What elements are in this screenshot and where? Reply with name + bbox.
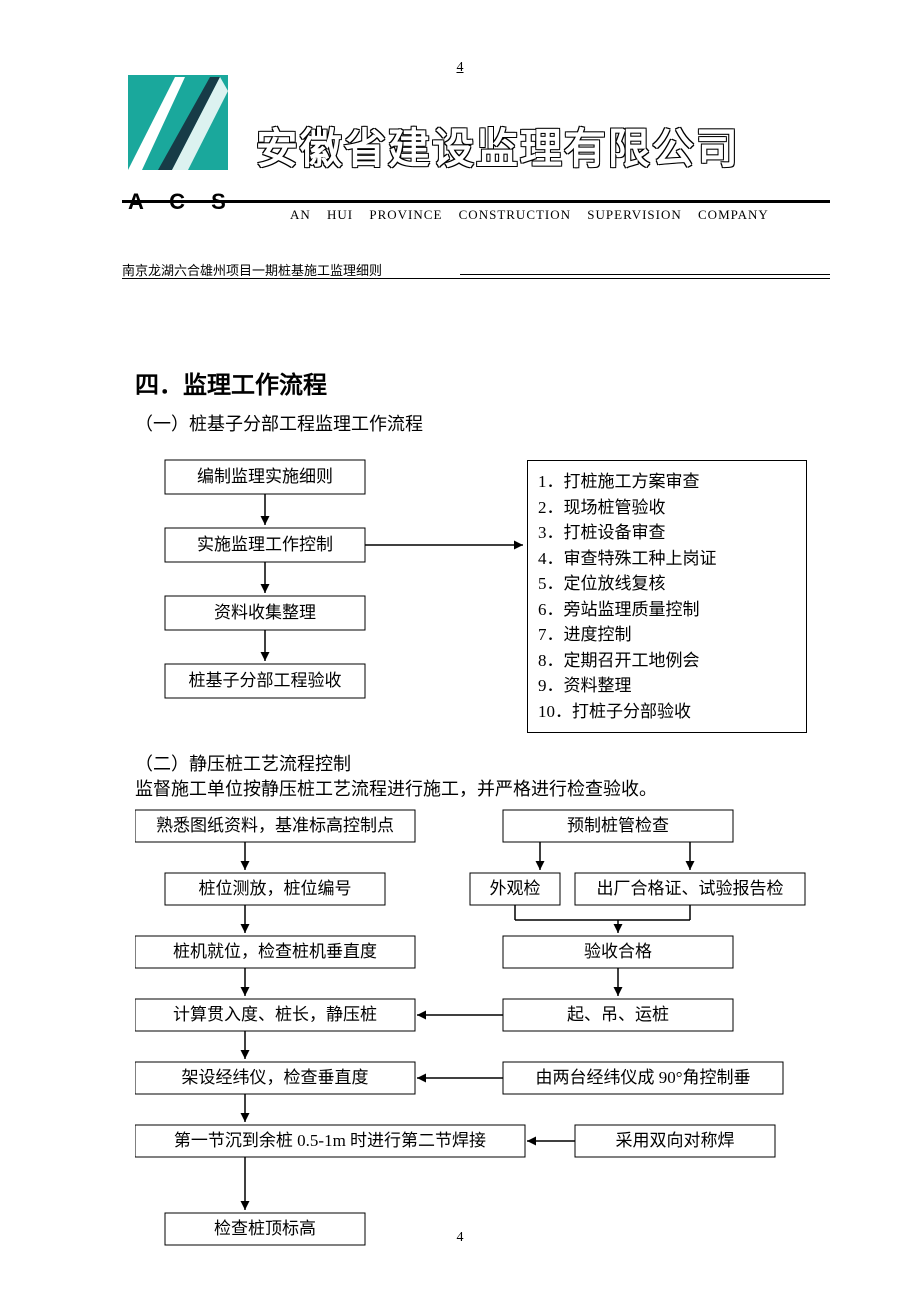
- logo-section: A C S 安徽省建设监理有限公司: [120, 75, 830, 215]
- fc2-r6: 采用双向对称焊: [616, 1131, 735, 1150]
- fc2-r1: 预制桩管检查: [567, 816, 669, 835]
- fc2-l4: 计算贯入度、桩长，静压桩: [173, 1005, 377, 1024]
- fc2-l3: 桩机就位，检查桩机垂直度: [173, 942, 377, 961]
- fc2-r4: 起、吊、运桩: [567, 1005, 669, 1024]
- list-item: 2．现场桩管验收: [538, 495, 796, 521]
- document-header: A C S 安徽省建设监理有限公司: [120, 75, 830, 215]
- list-item: 6．旁站监理质量控制: [538, 597, 796, 623]
- project-title: 南京龙湖六合雄州项目一期桩基施工监理细则: [122, 260, 830, 283]
- fc2-l5: 架设经纬仪，检查垂直度: [182, 1068, 369, 1087]
- page-number-bottom: 4: [457, 1230, 464, 1246]
- project-underline: [122, 278, 830, 279]
- acs-logo-icon: [120, 75, 230, 180]
- list-item: 5．定位放线复核: [538, 571, 796, 597]
- list-item: 8．定期召开工地例会: [538, 648, 796, 674]
- flowchart-2: 熟悉图纸资料，基准标高控制点 桩位测放，桩位编号 桩机就位，检查桩机垂直度 计算…: [135, 805, 815, 1285]
- list-item: 10．打桩子分部验收: [538, 699, 796, 725]
- fc2-r2a: 外观检: [490, 879, 541, 898]
- list-item: 7．进度控制: [538, 622, 796, 648]
- page-number-top: 4: [457, 60, 464, 76]
- header-divider: [122, 200, 830, 203]
- logo-container: A C S: [120, 75, 236, 215]
- fc1-box3: 资料收集整理: [214, 603, 316, 622]
- work-items-list: 1．打桩施工方案审查 2．现场桩管验收 3．打桩设备审查 4．审查特殊工种上岗证…: [527, 460, 807, 733]
- subsection-1-title: （一）桩基子分部工程监理工作流程: [135, 410, 423, 436]
- flowchart-1: 编制监理实施细则 实施监理工作控制 资料收集整理 桩基子分部工程验收: [135, 455, 535, 745]
- company-name-cn: 安徽省建设监理有限公司: [256, 115, 740, 176]
- fc2-r2b: 出厂合格证、试验报告检: [597, 879, 784, 898]
- list-item: 3．打桩设备审查: [538, 520, 796, 546]
- fc1-box1: 编制监理实施细则: [197, 467, 333, 486]
- subsection-2-desc: 监督施工单位按静压桩工艺流程进行施工，并严格进行检查验收。: [135, 775, 657, 801]
- list-item: 4．审查特殊工种上岗证: [538, 546, 796, 572]
- fc2-r5: 由两台经纬仪成 90°角控制垂: [535, 1068, 750, 1087]
- section-title: 四．监理工作流程: [135, 365, 327, 400]
- company-name-en: AN HUI PROVINCE CONSTRUCTION SUPERVISION…: [290, 207, 769, 223]
- list-item: 9．资料整理: [538, 673, 796, 699]
- fc2-l2: 桩位测放，桩位编号: [199, 879, 352, 898]
- fc1-box2: 实施监理工作控制: [197, 535, 333, 554]
- fc2-r3: 验收合格: [584, 942, 652, 961]
- subsection-2-title: （二）静压桩工艺流程控制: [135, 750, 351, 776]
- list-item: 1．打桩施工方案审查: [538, 469, 796, 495]
- fc2-l7: 检查桩顶标高: [214, 1219, 316, 1238]
- fc2-l1: 熟悉图纸资料，基准标高控制点: [156, 815, 394, 835]
- fc2-l6: 第一节沉到余桩 0.5-1m 时进行第二节焊接: [174, 1131, 486, 1150]
- fc1-box4: 桩基子分部工程验收: [189, 671, 342, 690]
